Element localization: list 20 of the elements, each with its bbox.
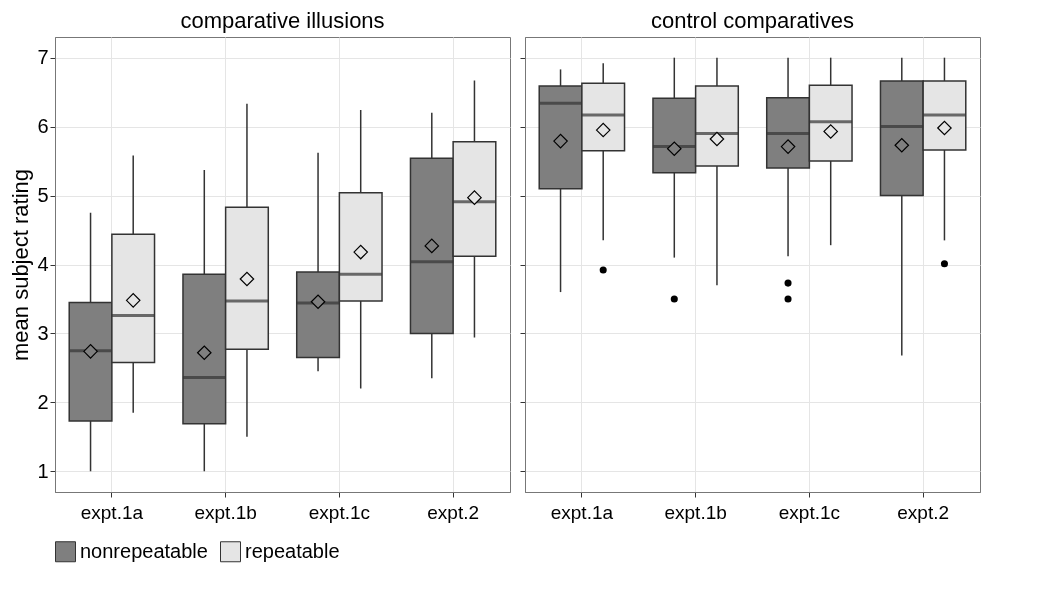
x-tick-label: expt.1c xyxy=(778,501,841,523)
y-tick-label: 3 xyxy=(37,321,49,344)
x-tick-label: expt.1b xyxy=(664,501,727,523)
x-tick-label: expt.1c xyxy=(308,501,371,523)
legend-label: repeatable xyxy=(245,539,340,562)
y-tick-label: 4 xyxy=(37,253,49,275)
legend-label: nonrepeatable xyxy=(80,539,208,562)
x-tick-label: expt.1a xyxy=(80,501,144,523)
chart-title: control comparatives xyxy=(651,8,854,33)
y-tick-label: 6 xyxy=(37,115,49,138)
y-tick-label: 1 xyxy=(37,459,49,482)
y-tick-label: 7 xyxy=(37,46,49,69)
chart-title: comparative illusions xyxy=(180,8,385,33)
x-tick-label: expt.2 xyxy=(427,501,480,523)
y-tick-label: 5 xyxy=(37,184,49,207)
x-tick-label: expt.2 xyxy=(897,501,950,523)
y-axis-title: mean subject rating xyxy=(8,169,34,361)
x-tick-label: expt.1a xyxy=(550,501,614,523)
x-tick-label: expt.1b xyxy=(194,501,257,523)
y-tick-label: 2 xyxy=(37,390,49,413)
